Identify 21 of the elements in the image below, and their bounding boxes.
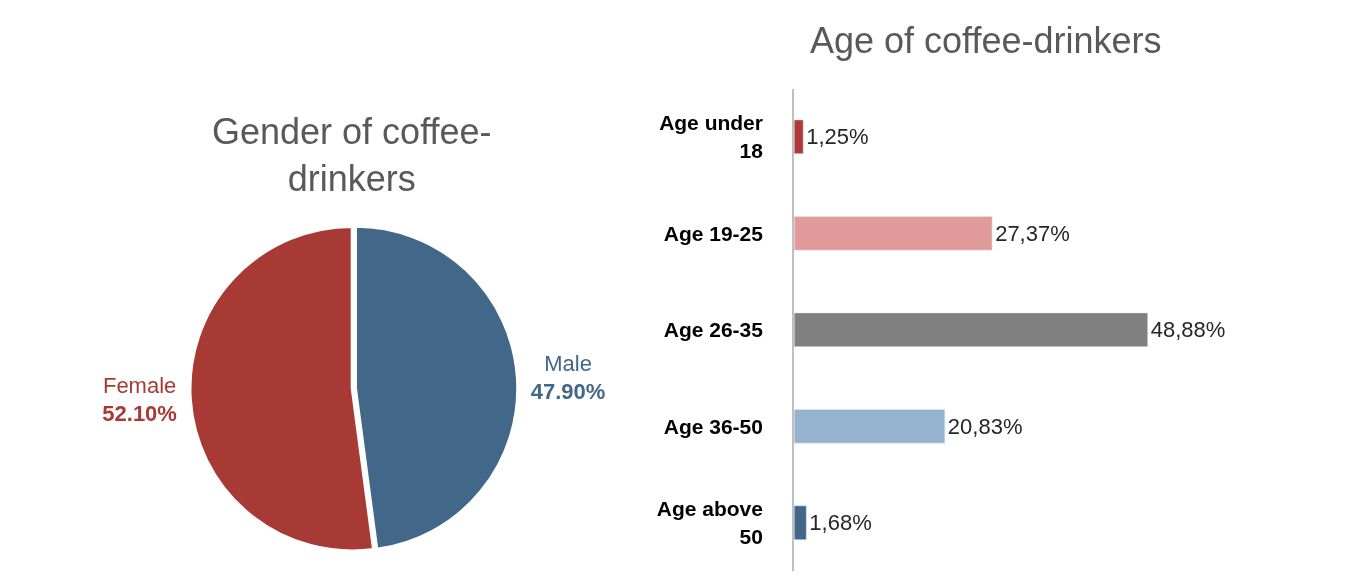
bar (794, 505, 807, 540)
chart-title: Age of coffee-drinkers (810, 20, 1162, 61)
data-label: 1,68% (809, 510, 872, 536)
data-label: 52.10% (102, 401, 177, 427)
data-label: 48,88% (1150, 317, 1226, 343)
slice-label: Male (544, 350, 592, 376)
y-tick-label: Age 19-25 (663, 221, 764, 245)
bar (794, 409, 946, 444)
data-label: 47.90% (530, 379, 606, 405)
data-label: 20,83% (947, 413, 1023, 439)
bar (794, 119, 804, 154)
bar (794, 312, 1148, 347)
slice-label: Female (102, 372, 177, 398)
chart-title: Gender of coffee-drinkers (212, 111, 492, 199)
data-label: 1,25% (806, 124, 869, 150)
bar (794, 216, 993, 251)
data-label: 27,37% (995, 220, 1070, 246)
y-tick-label: Age 36-50 (663, 414, 763, 438)
y-tick-label: Age 26-35 (663, 318, 764, 342)
y-tick-label: Age under 18 (659, 111, 764, 162)
y-tick-label: Age above 50 (656, 497, 763, 548)
